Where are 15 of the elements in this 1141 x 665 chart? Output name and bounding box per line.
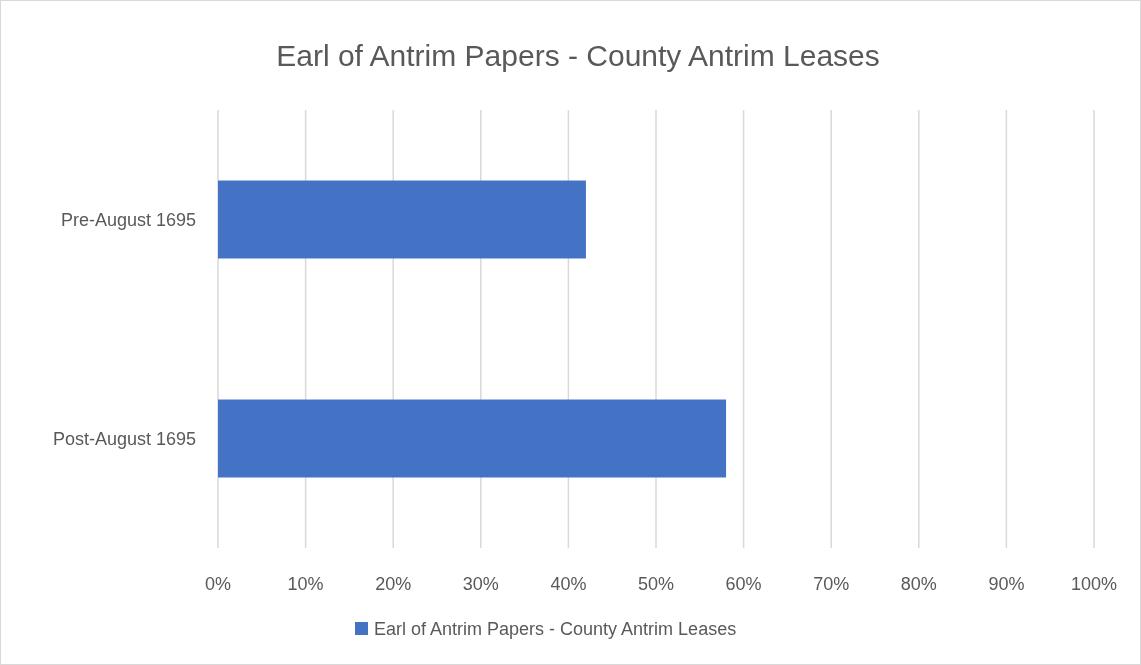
x-tick-label: 100%	[1070, 574, 1118, 594]
x-tick-label: 60%	[725, 574, 762, 594]
chart-title: Earl of Antrim Papers - County Antrim Leases	[276, 39, 880, 72]
x-tick-label: 40%	[550, 574, 587, 594]
x-tick-label: 0%	[204, 574, 232, 594]
x-tick-label: 50%	[637, 574, 675, 594]
x-tick-label: 70%	[813, 574, 850, 594]
legend-label: Earl of Antrim Papers - County Antrim Leases	[374, 619, 737, 639]
x-tick-label: 10%	[287, 574, 324, 594]
x-tick-label: 80%	[900, 574, 937, 594]
y-tick-label: Post-August 1695	[52, 428, 196, 449]
x-tick-label: 30%	[462, 574, 499, 594]
x-tick-label: 20%	[375, 574, 412, 594]
y-tick-label: Pre-August 1695	[60, 209, 196, 230]
x-tick-label: 90%	[988, 574, 1025, 594]
